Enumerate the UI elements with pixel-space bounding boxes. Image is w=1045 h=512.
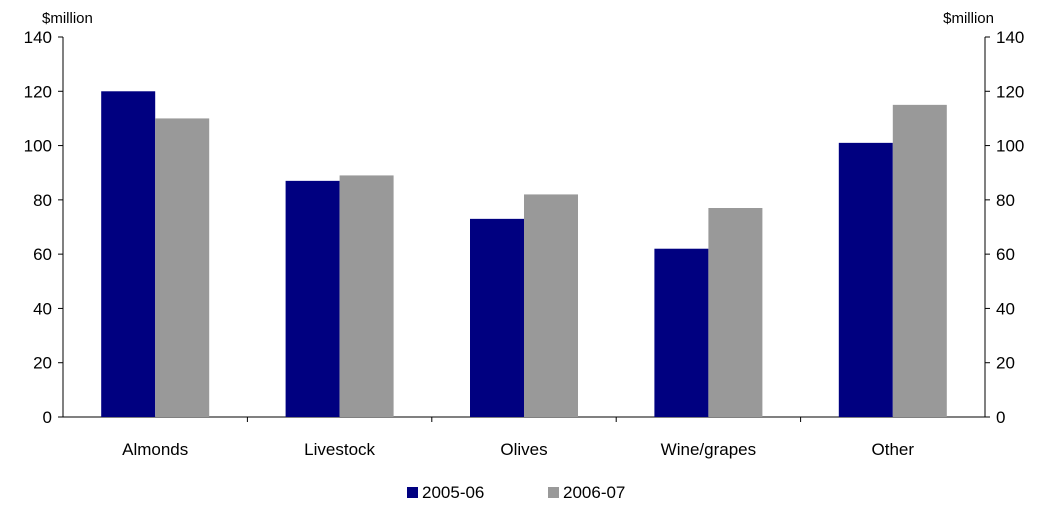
x-tick-label: Olives xyxy=(500,440,547,459)
bar-2006-07-livestock xyxy=(339,175,394,417)
y-tick-label-right: 40 xyxy=(996,299,1015,318)
y-tick-label-right: 60 xyxy=(996,245,1015,264)
y-tick-label-left: 40 xyxy=(33,299,52,318)
y-tick-label-left: 140 xyxy=(24,28,52,47)
bar-2006-07-olives xyxy=(524,194,578,417)
legend-label: 2006-07 xyxy=(563,483,625,502)
x-tick-label: Livestock xyxy=(304,440,375,459)
bar-2006-07-wine-grapes xyxy=(708,208,763,417)
y-tick-label-right: 0 xyxy=(996,408,1005,427)
y-tick-label-right: 100 xyxy=(996,137,1024,156)
x-tick-label: Wine/grapes xyxy=(661,440,756,459)
bar-2005-06-wine-grapes xyxy=(654,248,709,417)
bar-2005-06-olives xyxy=(470,218,524,417)
y-axis-unit-right: $million xyxy=(943,10,994,27)
legend-label: 2005-06 xyxy=(422,483,484,502)
x-tick-label: Other xyxy=(872,440,915,459)
y-tick-label-left: 20 xyxy=(33,354,52,373)
y-tick-label-left: 80 xyxy=(33,191,52,210)
legend-swatch-2005-06 xyxy=(407,487,418,498)
bar-2005-06-almonds xyxy=(101,91,156,418)
x-tick-label: Almonds xyxy=(122,440,188,459)
y-tick-label-left: 0 xyxy=(43,408,52,427)
bar-2006-07-other xyxy=(892,104,947,417)
bar-2005-06-other xyxy=(838,142,893,417)
bar-2006-07-almonds xyxy=(155,118,210,417)
y-tick-label-left: 60 xyxy=(33,245,52,264)
y-tick-label-right: 80 xyxy=(996,191,1015,210)
bar-2005-06-livestock xyxy=(285,180,340,417)
y-tick-label-right: 140 xyxy=(996,28,1024,47)
y-tick-label-left: 100 xyxy=(24,137,52,156)
y-tick-label-left: 120 xyxy=(24,82,52,101)
y-tick-label-right: 20 xyxy=(996,354,1015,373)
y-tick-label-right: 120 xyxy=(996,82,1024,101)
legend-swatch-2006-07 xyxy=(548,487,559,498)
y-axis-unit-left: $million xyxy=(42,10,93,27)
